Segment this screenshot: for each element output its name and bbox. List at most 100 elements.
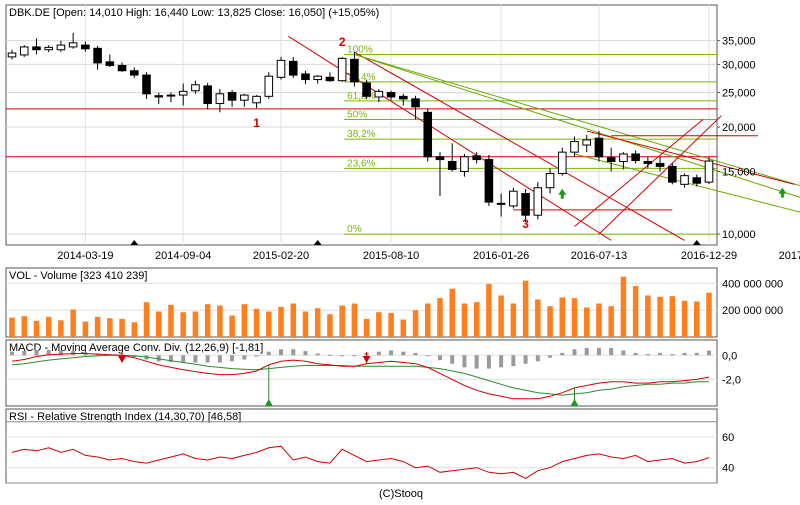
candle-body-2 xyxy=(32,46,41,51)
macd-histogram-bar-12 xyxy=(156,355,161,362)
macd-histogram-bar-45 xyxy=(560,352,565,356)
volume-bar-34 xyxy=(425,303,431,337)
candle-body-23 xyxy=(288,60,298,76)
candle-body-33 xyxy=(411,98,420,108)
candle-body-31 xyxy=(386,92,396,98)
volume-bar-30 xyxy=(376,312,382,337)
macd-histogram-bar-18 xyxy=(230,355,235,362)
volume-bar-49 xyxy=(608,306,614,337)
volume-bar-4 xyxy=(58,320,64,337)
candle-body-15 xyxy=(191,84,200,92)
candle-body-5 xyxy=(68,42,78,48)
rsi-ytick-label-0: 40 xyxy=(722,463,734,475)
volume-bar-38 xyxy=(473,302,480,337)
price-xtick-label-4: 2016-01-26 xyxy=(473,250,529,262)
candle-body-34 xyxy=(423,111,433,158)
price-xtick-label-1: 2014-09-04 xyxy=(155,250,211,262)
candle-body-26 xyxy=(325,76,335,82)
macd-histogram-bar-17 xyxy=(217,355,222,363)
volume-bar-23 xyxy=(290,303,296,337)
candle-body-27 xyxy=(337,57,347,82)
candle-body-6 xyxy=(81,44,90,50)
volume-bar-47 xyxy=(583,307,590,337)
price-xtick-label-2: 2015-02-20 xyxy=(253,250,309,262)
candle-body-45 xyxy=(557,151,567,175)
candle-body-9 xyxy=(117,64,127,72)
volume-bar-11 xyxy=(143,302,150,337)
volume-bar-17 xyxy=(217,305,223,337)
macd-histogram-bar-47 xyxy=(584,348,589,356)
candle-body-20 xyxy=(252,95,261,104)
macd-signal-line xyxy=(11,354,709,396)
macd-histogram-bar-38 xyxy=(474,355,479,369)
fib-label-2: 61,8% xyxy=(347,91,375,102)
trend-line-1 xyxy=(354,51,685,241)
price-xtick-label-3: 2015-08-10 xyxy=(363,250,419,262)
volume-bar-50 xyxy=(620,276,627,337)
volume-bar-16 xyxy=(204,304,211,337)
fib-label-4: 38,2% xyxy=(347,129,375,140)
volume-bar-42 xyxy=(522,280,529,337)
volume-bar-7 xyxy=(94,316,101,337)
volume-bar-24 xyxy=(302,311,309,337)
volume-bar-26 xyxy=(327,314,333,337)
candle-body-18 xyxy=(227,92,237,101)
candle-body-22 xyxy=(276,59,286,78)
candle-body-11 xyxy=(142,74,151,95)
volume-bar-43 xyxy=(535,299,541,337)
volume-bar-37 xyxy=(461,303,468,337)
volume-bar-3 xyxy=(45,316,52,337)
trend-line-3 xyxy=(354,53,800,198)
volume-bar-35 xyxy=(437,298,443,337)
volume-bar-0 xyxy=(9,317,15,337)
macd-histogram-bar-27 xyxy=(340,355,345,357)
macd-histogram-bar-16 xyxy=(205,355,210,363)
macd-histogram-bar-41 xyxy=(511,355,516,367)
xaxis-marker-0 xyxy=(130,240,139,245)
macd-histogram-bar-49 xyxy=(609,348,614,356)
volume-bar-54 xyxy=(669,296,676,337)
volume-bar-27 xyxy=(339,305,345,337)
candle-body-38 xyxy=(472,155,481,161)
macd-histogram-bar-14 xyxy=(181,355,186,363)
macd-histogram-bar-54 xyxy=(670,354,675,356)
macd-histogram-bar-28 xyxy=(352,355,357,357)
trend-line-7 xyxy=(586,130,795,185)
macd-histogram-bar-50 xyxy=(621,350,626,356)
volume-bar-48 xyxy=(596,303,602,337)
candle-body-46 xyxy=(570,141,579,153)
price-xtick-label-5: 2016-07-13 xyxy=(571,250,627,262)
macd-histogram-bar-21 xyxy=(266,351,271,356)
macd-histogram-bar-4 xyxy=(58,350,63,356)
candle-body-17 xyxy=(215,93,225,104)
trend-line-4 xyxy=(574,153,800,213)
rsi-line xyxy=(11,445,710,479)
volume-ytick-label-1: 400 000 000 xyxy=(722,278,783,290)
macd-histogram-bar-30 xyxy=(376,351,381,356)
candle-body-8 xyxy=(105,61,115,66)
macd-buy-marker-1 xyxy=(570,399,579,406)
trend-line-2 xyxy=(354,53,800,187)
candle-body-36 xyxy=(447,160,457,170)
macd-histogram-bar-25 xyxy=(315,353,320,356)
chart-footer: (C)Stooq xyxy=(379,488,423,500)
candle-body-48 xyxy=(594,137,604,158)
macd-buy-marker-0 xyxy=(264,399,273,406)
candle-body-51 xyxy=(631,153,640,162)
candle-body-50 xyxy=(619,153,628,162)
rsi-panel-title: RSI - Relative Strength Index (14,30,70)… xyxy=(9,411,241,423)
candle-body-7 xyxy=(93,47,102,64)
volume-bar-28 xyxy=(351,303,358,337)
macd-histogram-bar-39 xyxy=(486,355,491,369)
macd-histogram-bar-46 xyxy=(572,349,577,356)
volume-bar-53 xyxy=(657,296,663,337)
volume-bar-20 xyxy=(253,308,260,337)
candle-body-56 xyxy=(692,177,702,184)
fib-label-6: 0% xyxy=(347,224,362,235)
volume-bar-10 xyxy=(131,322,138,337)
candle-body-35 xyxy=(435,156,445,161)
macd-histogram-bar-31 xyxy=(389,350,394,356)
price-xtick-label-6: 2016-12-29 xyxy=(681,250,737,262)
